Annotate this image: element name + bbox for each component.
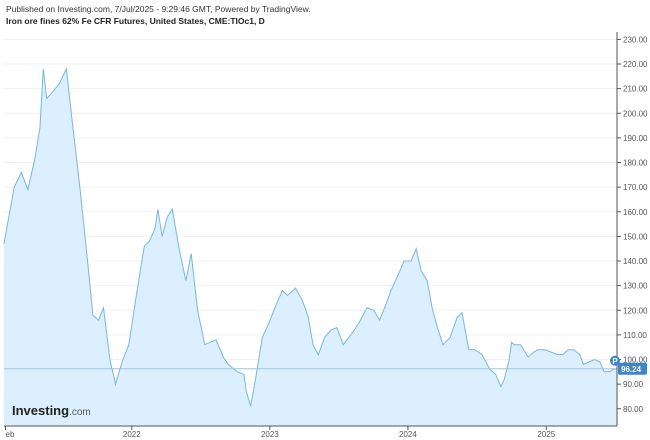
y-tick-label: 160.00 (623, 208, 648, 217)
price-line (3, 67, 618, 407)
y-tick-label: 130.00 (623, 282, 648, 291)
svg-text:Investing.com: Investing.com (12, 403, 91, 418)
y-tick-label: 180.00 (623, 159, 648, 168)
y-tick-label: 110.00 (623, 331, 647, 340)
logo-suffix-text: .com (69, 407, 91, 418)
investing-logo: Investing.com (12, 403, 91, 418)
y-tick-label: 90.00 (623, 380, 644, 389)
chart-title: Iron ore fines 62% Fe CFR Futures, Unite… (6, 16, 265, 26)
x-axis: eb 2022 2023 2024 2025 (5, 426, 556, 439)
x-tick-label: 2025 (537, 430, 555, 439)
x-tick-label: 2023 (261, 430, 279, 439)
y-tick-label: 200.00 (623, 109, 648, 118)
grid-lines (4, 38, 617, 410)
y-tick-label: 210.00 (623, 85, 648, 94)
y-tick-label: 230.00 (623, 35, 648, 44)
price-marker-label: P (612, 357, 618, 366)
y-tick-label: 190.00 (623, 134, 648, 143)
last-price-label: 96.24 (621, 365, 642, 374)
price-area-fill (4, 68, 617, 427)
x-tick-label: eb (6, 430, 15, 439)
y-tick-label: 140.00 (623, 257, 648, 266)
last-price-badge: 96.24 (618, 362, 647, 375)
price-marker-circle (610, 355, 620, 366)
x-tick-label: 2024 (399, 430, 417, 439)
y-tick-label: 120.00 (623, 306, 648, 315)
y-tick-label: 100.00 (623, 356, 648, 365)
y-tick-label: 220.00 (623, 60, 648, 69)
published-note: Published on Investing.com, 7/Jul/2025 -… (6, 4, 311, 14)
y-tick-label: 80.00 (623, 405, 644, 414)
y-tick-label: 170.00 (623, 183, 648, 192)
price-marker: P (610, 355, 620, 366)
y-axis: 80.00 90.00 100.00 110.00 120.00 130.00 140.00… (617, 35, 648, 414)
y-tick-label: 150.00 (623, 232, 648, 241)
last-price-badge-bg (618, 362, 647, 375)
x-tick-label: 2022 (123, 430, 141, 439)
logo-main-text: Investing (12, 403, 69, 418)
